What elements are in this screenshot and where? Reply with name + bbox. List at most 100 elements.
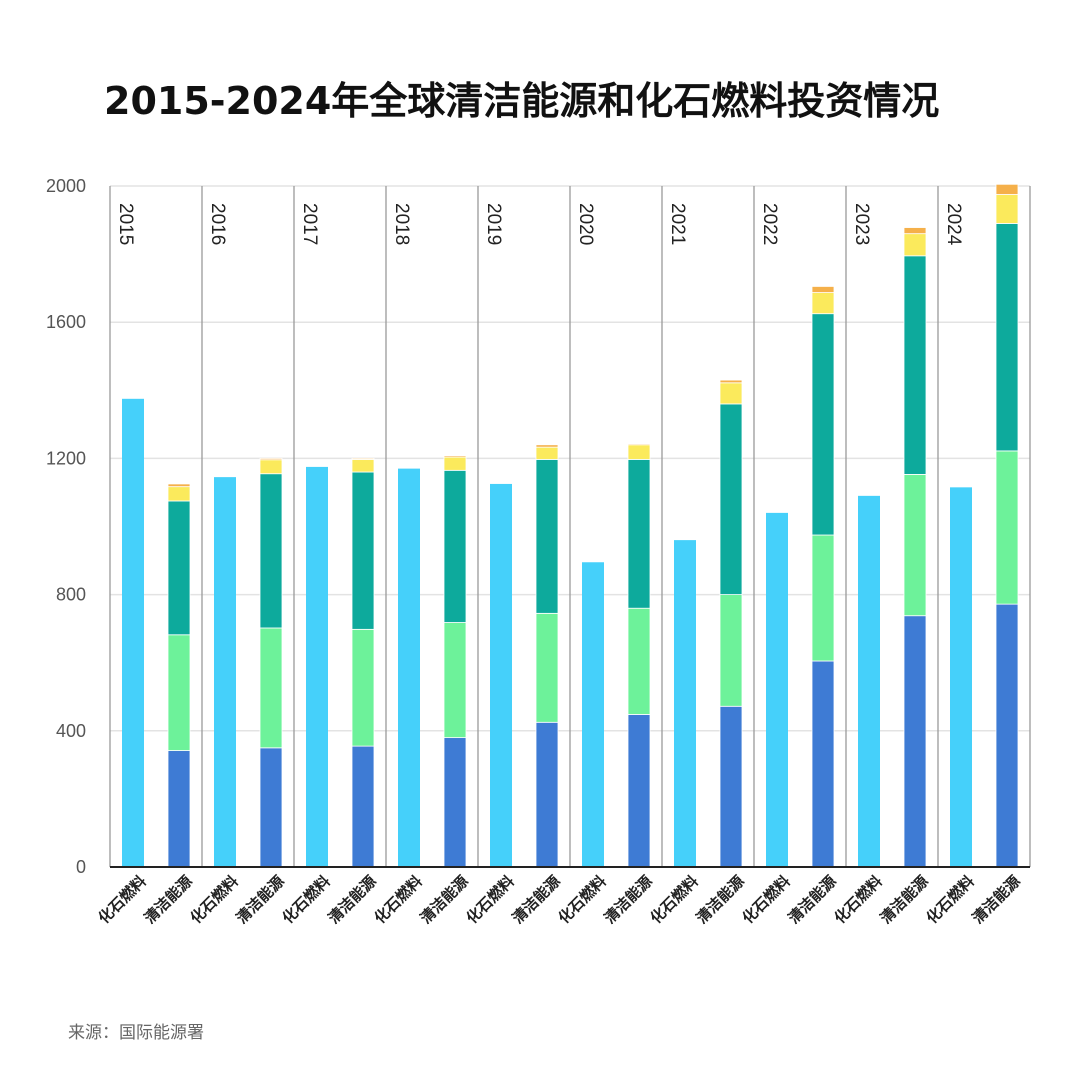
x-category-label: 清洁能源: [141, 872, 196, 927]
bar-fossil: [490, 483, 512, 867]
x-category-label: 清洁能源: [969, 872, 1024, 927]
bar-clean-segment: [259, 459, 283, 475]
bar-clean-segment: [811, 292, 835, 315]
bar-clean-segment: [719, 382, 743, 405]
bar-fossil: [858, 495, 880, 867]
x-category-label: 清洁能源: [325, 872, 380, 927]
x-category-label: 化石燃料: [739, 872, 794, 927]
x-category-label: 化石燃料: [187, 872, 242, 927]
bar-clean-segment: [627, 459, 651, 609]
year-label: 2021: [667, 203, 688, 245]
category-labels: 化石燃料清洁能源化石燃料清洁能源化石燃料清洁能源化石燃料清洁能源化石燃料清洁能源…: [95, 872, 1024, 927]
bar-clean-segment: [719, 403, 743, 596]
bar-clean-segment: [995, 603, 1019, 868]
bar-clean-segment: [443, 622, 467, 739]
bar-clean-segment: [995, 194, 1019, 224]
bars: [122, 183, 1019, 868]
chart-title: 2015-2024年全球清洁能源和化石燃料投资情况: [104, 79, 940, 123]
bar-clean-segment: [811, 534, 835, 662]
year-label: 2019: [483, 203, 504, 245]
bar-fossil: [214, 477, 236, 867]
bar-clean-segment: [535, 612, 559, 723]
year-label: 2020: [575, 203, 596, 245]
year-label: 2022: [759, 203, 780, 245]
bar-clean-segment: [259, 473, 283, 629]
y-tick-label: 1200: [46, 448, 86, 468]
bar-clean-segment: [535, 444, 559, 448]
x-category-label: 化石燃料: [371, 872, 426, 927]
bar-clean-segment: [351, 471, 375, 630]
x-category-label: 清洁能源: [233, 872, 288, 927]
bar-clean-segment: [719, 379, 743, 384]
bar-clean-segment: [351, 459, 375, 473]
y-tick-label: 1600: [46, 312, 86, 332]
bar-clean-segment: [627, 444, 651, 460]
bar-clean-segment: [535, 721, 559, 868]
bar-clean-segment: [627, 714, 651, 868]
source-note: 来源：国际能源署: [68, 1023, 204, 1043]
x-category-label: 化石燃料: [647, 872, 702, 927]
stacked-bar-chart: 0 400 800 1200 1600 2000 2015 2016 2017 2018 2019…: [46, 176, 1031, 927]
bar-clean-segment: [535, 459, 559, 614]
x-category-label: 清洁能源: [417, 872, 472, 927]
bar-clean-segment: [995, 183, 1019, 195]
bar-fossil: [766, 512, 788, 867]
bar-clean-segment: [167, 750, 191, 868]
bar-fossil: [674, 540, 696, 867]
bar-clean-segment: [903, 255, 927, 475]
bar-clean-segment: [627, 607, 651, 715]
bar-clean-segment: [351, 457, 375, 460]
x-category-label: 化石燃料: [555, 872, 610, 927]
y-tick-label: 0: [76, 857, 86, 877]
x-category-label: 化石燃料: [923, 872, 978, 927]
bar-clean-segment: [259, 747, 283, 868]
x-category-label: 化石燃料: [831, 872, 886, 927]
bar-fossil: [582, 562, 604, 867]
bar-clean-segment: [167, 486, 191, 502]
x-category-label: 清洁能源: [601, 872, 656, 927]
bar-clean-segment: [811, 286, 835, 293]
y-axis-ticks: 0 400 800 1200 1600 2000: [46, 176, 86, 877]
bar-clean-segment: [811, 313, 835, 536]
x-category-label: 清洁能源: [785, 872, 840, 927]
bar-clean-segment: [259, 457, 283, 461]
bar-fossil: [306, 466, 328, 867]
bar-clean-segment: [903, 233, 927, 257]
year-label: 2015: [115, 203, 136, 245]
bar-clean-segment: [719, 705, 743, 868]
y-tick-label: 400: [56, 721, 86, 741]
bar-fossil: [950, 487, 972, 867]
bar-clean-segment: [167, 500, 191, 636]
bar-clean-segment: [443, 737, 467, 868]
bar-clean-segment: [443, 455, 467, 458]
bar-clean-segment: [903, 227, 927, 235]
year-label: 2024: [943, 203, 964, 246]
bar-clean-segment: [903, 615, 927, 868]
bar-clean-segment: [811, 660, 835, 868]
x-category-label: 清洁能源: [877, 872, 932, 927]
bar-clean-segment: [443, 469, 467, 623]
year-separators: [109, 186, 1031, 867]
bar-clean-segment: [351, 745, 375, 868]
bar-clean-segment: [719, 594, 743, 707]
year-label: 2016: [207, 203, 228, 245]
year-labels: 2015 2016 2017 2018 2019 2020 2021 2022 2023 2024: [115, 203, 964, 246]
year-label: 2023: [851, 203, 872, 245]
bar-clean-segment: [903, 474, 927, 617]
y-tick-label: 800: [56, 585, 86, 605]
bar-clean-segment: [259, 627, 283, 749]
bar-fossil: [398, 468, 420, 867]
x-category-label: 化石燃料: [463, 872, 518, 927]
bar-clean-segment: [535, 446, 559, 460]
bar-clean-segment: [167, 634, 191, 751]
bar-fossil: [122, 398, 144, 867]
x-category-label: 清洁能源: [509, 872, 564, 927]
bar-clean-segment: [995, 223, 1019, 452]
bar-clean-segment: [995, 450, 1019, 605]
bar-clean-segment: [627, 443, 651, 446]
x-category-label: 化石燃料: [95, 872, 150, 927]
bar-clean-segment: [443, 456, 467, 471]
x-category-label: 清洁能源: [693, 872, 748, 927]
bar-clean-segment: [167, 483, 191, 488]
bar-clean-segment: [351, 628, 375, 747]
